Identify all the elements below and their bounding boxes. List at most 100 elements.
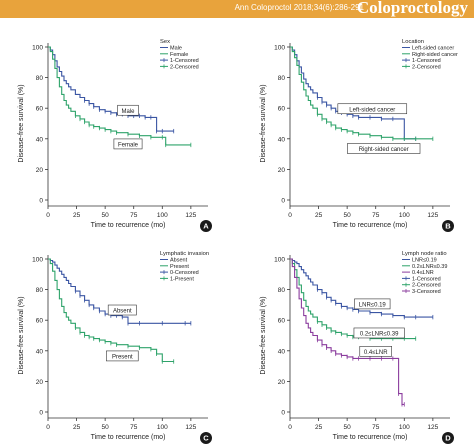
legend-entry: Right-sided cancer: [412, 52, 458, 58]
legend-entry: Left-sided cancer: [412, 46, 454, 52]
y-axis-label: Disease-free survival (%): [18, 296, 25, 374]
survival-curve-1: [290, 46, 416, 140]
curve-label: LNR≤0.19: [359, 303, 387, 309]
panel-badge: [442, 432, 454, 444]
y-tick-label: 0: [39, 198, 43, 205]
x-axis-label: Time to recurrence (mo): [91, 222, 166, 229]
y-tick-label: 0: [39, 410, 43, 417]
x-tick-label: 100: [157, 424, 168, 431]
legend-title: Lymph node ratio: [402, 251, 447, 257]
legend-entry: 1-Censored: [170, 58, 199, 64]
curve-label: 0.4≤LNR: [364, 350, 388, 356]
curve-label-box: [359, 346, 392, 357]
curve-label-box: [337, 103, 408, 115]
legend-entry: 2-Censored: [412, 283, 441, 289]
legend-entry: 0-Censored: [170, 270, 199, 276]
legend-title: Sex: [160, 39, 170, 45]
km-panel-c: 0 20 40 60 80 100 0 25 50 75 100 125 Time to recurre…: [18, 251, 212, 444]
y-tick-label: 20: [36, 379, 44, 386]
panel-letter: A: [203, 222, 209, 231]
y-tick-label: 80: [36, 287, 44, 294]
km-panel-a: 0 20 40 60 80 100 0 25 50 75 100 125 Time to recurre…: [18, 39, 212, 232]
y-tick-label: 60: [36, 318, 44, 325]
survival-curve-2: [48, 258, 174, 363]
y-axis-label: Disease-free survival (%): [18, 84, 25, 162]
y-tick-label: 20: [36, 167, 44, 174]
x-tick-label: 125: [185, 212, 196, 219]
x-tick-label: 100: [157, 212, 168, 219]
x-tick-label: 0: [288, 424, 292, 431]
x-tick-label: 100: [399, 212, 410, 219]
legend-entry: 0.2≤LNR≤0.39: [412, 264, 447, 270]
curve-label: Present: [112, 355, 133, 361]
curve-label: 0.2≤LNR≤0.39: [360, 332, 399, 338]
x-tick-label: 50: [344, 424, 352, 431]
journal-logo: Coloproctology: [356, 0, 468, 17]
curve-label: Absent: [113, 309, 132, 315]
legend-entry: 3-Censored: [412, 289, 441, 295]
km-panel-b: 0 20 40 60 80 100 0 25 50 75 100 125 Time to recurre…: [260, 39, 458, 232]
panel-badge: [200, 432, 212, 444]
x-tick-label: 125: [427, 424, 438, 431]
legend-entry: Male: [170, 46, 182, 52]
y-tick-label: 100: [32, 257, 43, 264]
y-tick-label: 40: [278, 136, 286, 143]
survival-curve-2: [290, 258, 416, 340]
panel-letter: D: [445, 434, 451, 443]
x-tick-label: 25: [315, 424, 323, 431]
y-tick-label: 80: [278, 75, 286, 82]
y-tick-label: 100: [274, 257, 285, 264]
x-tick-label: 50: [102, 212, 110, 219]
legend-entry: 2-Censored: [170, 64, 199, 70]
x-tick-label: 75: [130, 212, 138, 219]
curve-label-box: [113, 138, 143, 150]
x-tick-label: 125: [427, 212, 438, 219]
y-tick-label: 20: [278, 379, 286, 386]
y-tick-label: 20: [278, 167, 286, 174]
survival-curve-1: [48, 258, 191, 324]
x-tick-label: 75: [372, 212, 380, 219]
x-tick-label: 0: [46, 424, 50, 431]
y-tick-label: 40: [36, 348, 44, 355]
panel-letter: B: [445, 222, 451, 231]
y-axis-label: Disease-free survival (%): [260, 84, 267, 162]
x-tick-label: 50: [102, 424, 110, 431]
curve-label-box: [347, 143, 421, 154]
x-axis-label: Time to recurrence (mo): [333, 222, 408, 229]
y-tick-label: 60: [278, 106, 286, 113]
x-tick-label: 50: [344, 212, 352, 219]
legend-entry: Female: [170, 52, 188, 58]
survival-curve-1: [48, 46, 174, 132]
panel-letter: C: [203, 434, 209, 443]
curve-label-box: [107, 304, 137, 316]
y-tick-label: 40: [278, 348, 286, 355]
legend-entry: 1-Censored: [412, 276, 441, 282]
y-axis-label: Disease-free survival (%): [260, 296, 267, 374]
y-tick-label: 100: [274, 45, 285, 52]
x-axis-label: Time to recurrence (mo): [91, 434, 166, 441]
panel-badge: [200, 220, 212, 232]
y-tick-label: 0: [281, 198, 285, 205]
y-tick-label: 40: [36, 136, 44, 143]
curve-label-box: [106, 350, 139, 362]
x-tick-label: 0: [46, 212, 50, 219]
x-tick-label: 25: [73, 212, 81, 219]
legend-entry: Absent: [170, 258, 188, 264]
x-tick-label: 125: [185, 424, 196, 431]
legend-entry: 2-Censored: [412, 64, 441, 70]
x-axis-label: Time to recurrence (mo): [333, 434, 408, 441]
y-tick-label: 80: [36, 75, 44, 82]
survival-curve-3: [290, 258, 405, 405]
curve-label-box: [117, 104, 139, 116]
journal-header-bar: Ann Coloproctol 2018;34(6):286-291 Colop…: [0, 0, 474, 18]
curve-label-box: [353, 327, 405, 339]
y-tick-label: 0: [281, 410, 285, 417]
x-tick-label: 100: [399, 424, 410, 431]
y-tick-label: 100: [32, 45, 43, 52]
legend-entry: 0.4≤LNR: [412, 270, 434, 276]
x-tick-label: 0: [288, 212, 292, 219]
x-tick-label: 25: [73, 424, 81, 431]
x-tick-label: 25: [315, 212, 323, 219]
panel-badge: [442, 220, 454, 232]
